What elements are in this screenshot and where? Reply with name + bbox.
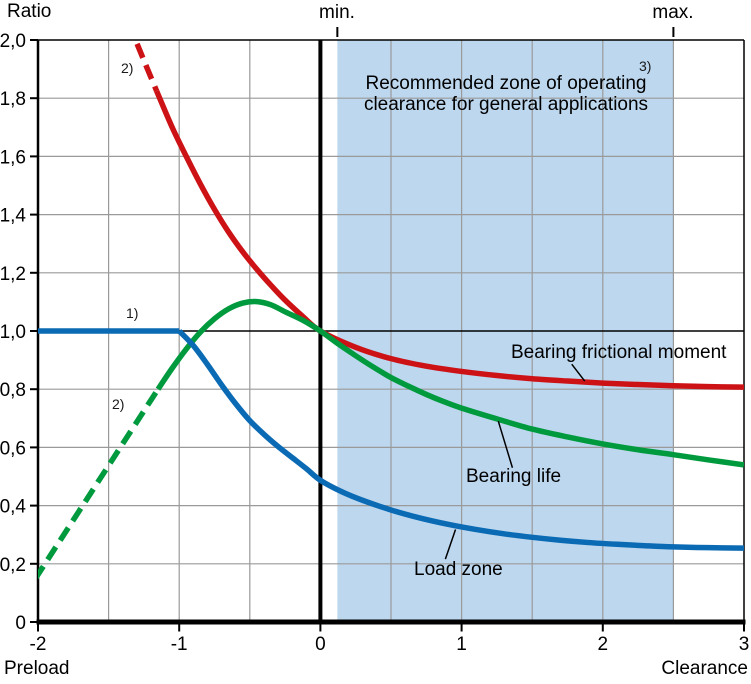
footnote-2-bearing-life: 2) <box>112 396 125 412</box>
curve-load-zone <box>177 329 744 551</box>
curve-bearing-frictional-moment <box>154 89 744 390</box>
x-tick-label: 1 <box>456 634 467 655</box>
y-tick-label: 1,8 <box>0 89 26 110</box>
y-tick-label: 1,6 <box>0 147 26 168</box>
label-leader-line <box>444 529 457 560</box>
y-tick-label: 1,2 <box>0 264 26 285</box>
curve-label-bearing-frictional-moment: Bearing frictional moment <box>511 342 727 363</box>
x-tick-label: -1 <box>171 634 188 655</box>
recommended-zone-area <box>337 40 674 620</box>
footnote-2-frictional-moment: 2) <box>121 60 134 76</box>
y-tick-label: 0,8 <box>0 380 26 401</box>
x-tick-label: 0 <box>315 634 326 655</box>
zone-max-label: max. <box>652 2 694 23</box>
curve-bearing-frictional-moment-extrapolated <box>132 40 160 92</box>
y-tick-label: 1,0 <box>0 322 26 343</box>
y-tick-label: 0,2 <box>0 555 26 576</box>
curves-layer <box>38 40 744 580</box>
x-tick-label: 3 <box>739 634 750 655</box>
y-tick-label: 0,4 <box>0 497 26 518</box>
zone-caption-line-2: clearance for general applications <box>363 94 649 115</box>
label-leader-line <box>497 420 514 468</box>
curve-bearing-life-extrapolated <box>38 387 161 580</box>
footnote-1-load-zone: 1) <box>126 305 139 321</box>
x-axis-title-clearance: Clearance <box>661 658 748 679</box>
y-tick-label: 0 <box>15 613 26 634</box>
y-axis-title: Ratio <box>7 1 52 22</box>
y-tick-label: 0,6 <box>0 438 26 459</box>
zone-caption: Recommended zone of operating clearance … <box>364 73 648 115</box>
curve-label-bearing-life: Bearing life <box>466 466 562 487</box>
x-axis-title-preload: Preload <box>4 658 70 679</box>
curve-bearing-life <box>155 298 744 468</box>
curve-label-load-zone: Load zone <box>414 559 503 580</box>
y-tick-label: 2,0 <box>0 31 26 52</box>
x-tick-label: 2 <box>598 634 609 655</box>
label-leader-line <box>571 363 586 382</box>
footnote-3-zone: 3) <box>639 58 652 74</box>
y-tick-label: 1,4 <box>0 206 26 227</box>
x-tick-label: -2 <box>30 634 47 655</box>
zone-min-label: min. <box>319 2 355 23</box>
zone-caption-line-1: Recommended zone of operating <box>365 73 647 94</box>
